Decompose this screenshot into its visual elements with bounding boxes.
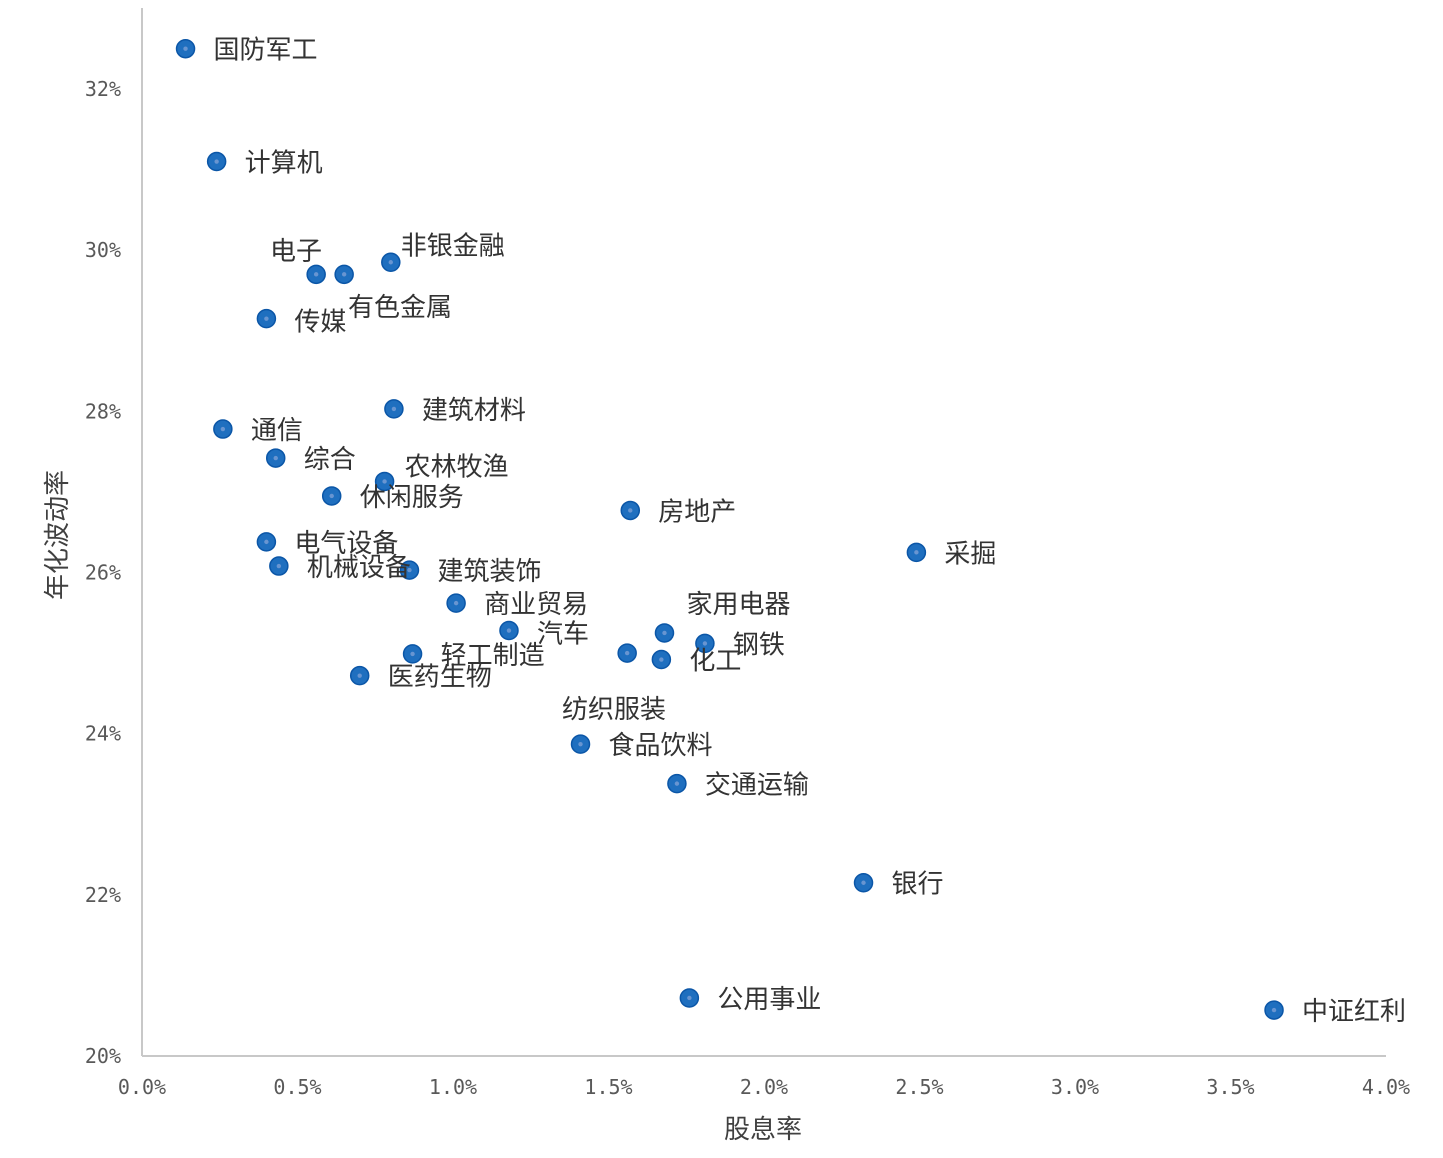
data-point-center (276, 563, 282, 569)
point-label: 医药生物 (388, 663, 492, 693)
data-points (175, 38, 1284, 1020)
point-label: 电气设备 (294, 529, 398, 559)
point-label: 国防军工 (214, 36, 318, 66)
x-tick-label: 1.5% (584, 1075, 632, 1099)
data-point-center (214, 159, 219, 164)
data-point-center (264, 539, 269, 545)
data-point-center (410, 651, 415, 657)
point-label: 非银金融 (401, 231, 505, 261)
data-point-center (388, 260, 393, 265)
data-point-center (264, 316, 269, 321)
data-point-center (329, 493, 334, 499)
y-tick-labels: 20% 22% 24% 26% 28% 30% 32% (85, 77, 121, 1068)
point-label: 建筑装饰 (437, 557, 541, 587)
y-tick-label: 32% (85, 77, 121, 101)
point-label: 采掘 (944, 539, 996, 569)
point-label: 家用电器 (686, 590, 790, 620)
data-point-center (506, 628, 512, 633)
x-tick-label: 1.0% (429, 1075, 477, 1099)
y-axis-title: 年化波动率 (43, 470, 73, 600)
point-label: 房地产 (658, 497, 736, 527)
data-point-center (674, 781, 680, 786)
point-label: 银行 (892, 870, 944, 900)
x-tick-label: 2.0% (740, 1075, 788, 1099)
data-point-center (624, 650, 630, 656)
point-label: 汽车 (537, 620, 589, 650)
point-label: 计算机 (245, 149, 323, 179)
data-point-center (453, 600, 459, 606)
data-point-center (273, 455, 278, 461)
data-point-center (220, 426, 226, 432)
x-tick-label: 0.5% (273, 1075, 321, 1099)
point-label: 化工 (689, 647, 741, 677)
y-tick-label: 20% (85, 1044, 121, 1068)
data-point-center (861, 880, 866, 885)
data-point-center (702, 641, 708, 646)
data-point-center (313, 272, 319, 277)
point-label: 中证红利 (1302, 997, 1406, 1027)
data-point-center (662, 630, 667, 636)
x-tick-label: 4.0% (1362, 1075, 1410, 1099)
x-axis-title: 股息率 (724, 1115, 802, 1145)
y-tick-label: 26% (85, 561, 121, 585)
data-point-center (1271, 1007, 1277, 1013)
data-point-center (382, 479, 387, 484)
data-point-center (407, 567, 412, 573)
data-point-center (357, 673, 362, 678)
x-tick-label: 3.5% (1206, 1075, 1254, 1099)
y-tick-label: 24% (85, 722, 121, 746)
data-point-center (391, 406, 397, 412)
point-label: 交通运输 (705, 771, 809, 801)
data-point-center (341, 272, 347, 277)
point-label: 综合 (304, 445, 356, 475)
point-label: 通信 (251, 416, 303, 446)
point-label: 建筑材料 (422, 396, 526, 426)
y-tick-label: 28% (85, 399, 121, 423)
x-tick-label: 3.0% (1051, 1075, 1099, 1099)
point-label: 电子 (270, 237, 322, 267)
data-point-center (687, 995, 692, 1001)
point-label: 公用事业 (717, 985, 821, 1015)
y-tick-label: 22% (85, 883, 121, 907)
x-tick-label: 2.5% (895, 1075, 943, 1099)
point-label: 商业贸易 (484, 590, 588, 620)
point-label: 农林牧渔 (405, 452, 509, 482)
data-point-center (628, 508, 633, 513)
point-label: 纺织服装 (562, 695, 666, 725)
x-tick-labels: 0.0% 0.5% 1.0% 1.5% 2.0% 2.5% 3.0% 3.5% 4.0% (118, 1075, 1410, 1099)
point-label: 食品饮料 (609, 731, 713, 761)
data-point-center (578, 741, 583, 747)
x-tick-label: 0.0% (118, 1075, 166, 1099)
axes (141, 8, 1386, 1057)
data-point-center (659, 657, 664, 662)
point-label: 休闲服务 (360, 483, 464, 513)
point-label: 传媒 (294, 308, 346, 338)
point-label: 机械设备 (307, 553, 411, 583)
point-label: 轻工制造 (441, 641, 545, 671)
y-tick-label: 30% (85, 238, 121, 262)
point-label: 钢铁 (733, 630, 785, 660)
data-point-center (183, 46, 188, 51)
point-label: 有色金属 (348, 293, 452, 323)
data-point-center (914, 550, 919, 555)
